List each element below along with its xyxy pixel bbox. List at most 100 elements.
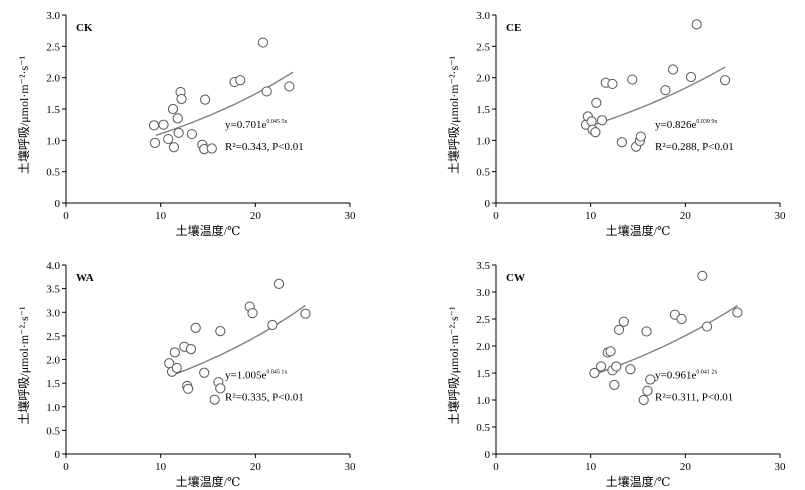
y-tick-label: 2.5: [476, 41, 490, 53]
data-point: [590, 127, 601, 138]
data-point: [719, 75, 731, 86]
data-point: [267, 319, 278, 331]
equation-base: y=0.826e: [655, 119, 696, 131]
panel-label: CK: [76, 22, 93, 34]
equation-base: y=0.961e: [655, 369, 696, 381]
y-tick-label: 2.5: [46, 331, 60, 343]
x-tick-label: 20: [250, 210, 262, 222]
y-tick-label: 2.0: [46, 73, 60, 85]
y-tick-label: 0.5: [476, 422, 490, 434]
data-point: [183, 383, 194, 394]
data-point: [167, 103, 179, 115]
data-point: [589, 367, 600, 379]
data-point: [645, 374, 656, 385]
stats-separator: ,: [267, 391, 273, 403]
y-tick-label: 2.0: [476, 73, 490, 85]
data-point: [685, 71, 697, 83]
data-point: [284, 81, 295, 92]
regression-stats: R²=0.288, P<0.01: [655, 141, 734, 153]
data-point: [635, 131, 646, 142]
x-tick-label: 30: [775, 461, 787, 473]
data-point: [638, 394, 649, 406]
x-tick-label: 10: [155, 461, 167, 473]
y-tick-label: 3.5: [46, 284, 60, 296]
y-tick-label: 2.5: [476, 314, 490, 326]
data-point: [215, 326, 226, 337]
data-point: [186, 128, 198, 140]
data-point: [158, 119, 169, 130]
y-tick-label: 2.5: [46, 41, 60, 53]
data-point: [596, 115, 608, 126]
y-axis-title: 土壤呼吸/μmol·m⁻²·s⁻¹: [16, 55, 31, 174]
x-tick-label: 20: [680, 210, 692, 222]
data-point: [641, 326, 652, 337]
r-squared: R²=0.311: [655, 391, 696, 403]
data-point: [173, 127, 184, 138]
data-point: [172, 113, 183, 124]
data-point: [642, 385, 653, 396]
equation-exponent: 0.039 9x: [696, 119, 717, 125]
regression-stats: R²=0.335, P<0.01: [225, 391, 304, 403]
p-value: P<0.01: [702, 391, 734, 403]
data-point: [605, 346, 616, 357]
x-tick-label: 10: [585, 461, 597, 473]
y-axis-title: 土壤呼吸/μmol·m⁻²·s⁻¹: [16, 306, 31, 425]
stats-separator: ,: [267, 141, 273, 153]
regression-equation: y=0.826e0.039 9x: [655, 119, 717, 131]
x-tick-label: 0: [63, 210, 69, 222]
equation-exponent: 0.041 2x: [696, 369, 717, 375]
data-point: [618, 316, 629, 327]
x-tick-label: 10: [585, 210, 597, 222]
x-tick-label: 0: [493, 210, 499, 222]
data-point: [206, 143, 217, 154]
data-point: [607, 78, 618, 90]
data-point: [613, 324, 625, 335]
y-tick-label: 3.0: [46, 307, 60, 319]
y-tick-label: 1.5: [476, 104, 490, 116]
x-axis-title: 土壤温度/℃: [606, 474, 671, 489]
y-tick-label: 2.0: [46, 355, 60, 367]
panel-ce: 0 0.5 1.0 1.5 2.0 2.5 3.0 0 10 20 30 土壤温度/℃ 土壤呼吸/μmo…: [446, 10, 786, 238]
y-tick-label: 0.5: [46, 167, 60, 179]
stats-separator: ,: [697, 141, 703, 153]
p-value: P<0.01: [272, 141, 304, 153]
panel-label: CW: [506, 272, 525, 284]
data-point: [176, 93, 187, 105]
regression-stats: R²=0.311, P<0.01: [655, 391, 733, 403]
x-tick-label: 0: [63, 461, 69, 473]
y-tick-label: 3.0: [476, 10, 490, 22]
x-tick-label: 10: [155, 210, 167, 222]
data-point: [609, 379, 620, 390]
fit-curve: [587, 66, 726, 128]
data-point: [190, 322, 201, 333]
data-point: [235, 75, 246, 86]
data-point: [660, 85, 671, 96]
panel-ck: 0 0.5 1.0 1.5 2.0 2.5 3.0 0 10 20 30 土壤温度/℃ 土壤呼吸/μmo…: [16, 10, 356, 238]
y-tick-label: 1.5: [46, 104, 60, 116]
y-tick-label: 1.5: [46, 378, 60, 390]
equation-base: y=0.701e: [225, 119, 266, 131]
y-axis-title: 土壤呼吸/μmol·m⁻²·s⁻¹: [446, 306, 461, 425]
regression-stats: R²=0.343, P<0.01: [225, 141, 304, 153]
data-point: [200, 94, 211, 105]
data-point: [247, 308, 258, 319]
y-tick-label: 1.0: [46, 402, 60, 414]
y-tick-label: 2.0: [476, 341, 490, 353]
y-tick-label: 0.5: [46, 425, 60, 437]
regression-equation: y=0.701e0.045 5x: [225, 119, 287, 131]
data-point: [611, 361, 622, 372]
data-point: [199, 367, 210, 378]
data-point: [185, 344, 197, 355]
x-axis-title: 土壤温度/℃: [176, 474, 241, 489]
data-point: [169, 347, 180, 358]
data-point: [697, 270, 708, 281]
data-point: [300, 308, 311, 319]
y-tick-label: 4.0: [46, 260, 60, 272]
equation-exponent: 0.045 5x: [266, 119, 287, 125]
data-point: [209, 394, 220, 405]
data-point: [676, 313, 687, 325]
panel-cw: 0 0.5 1.0 1.5 2.0 2.5 3.0 3.5 0 10 20 30 土壤温度/℃ 土壤呼吸/…: [446, 260, 786, 489]
data-point: [257, 37, 269, 48]
data-point: [148, 120, 160, 131]
